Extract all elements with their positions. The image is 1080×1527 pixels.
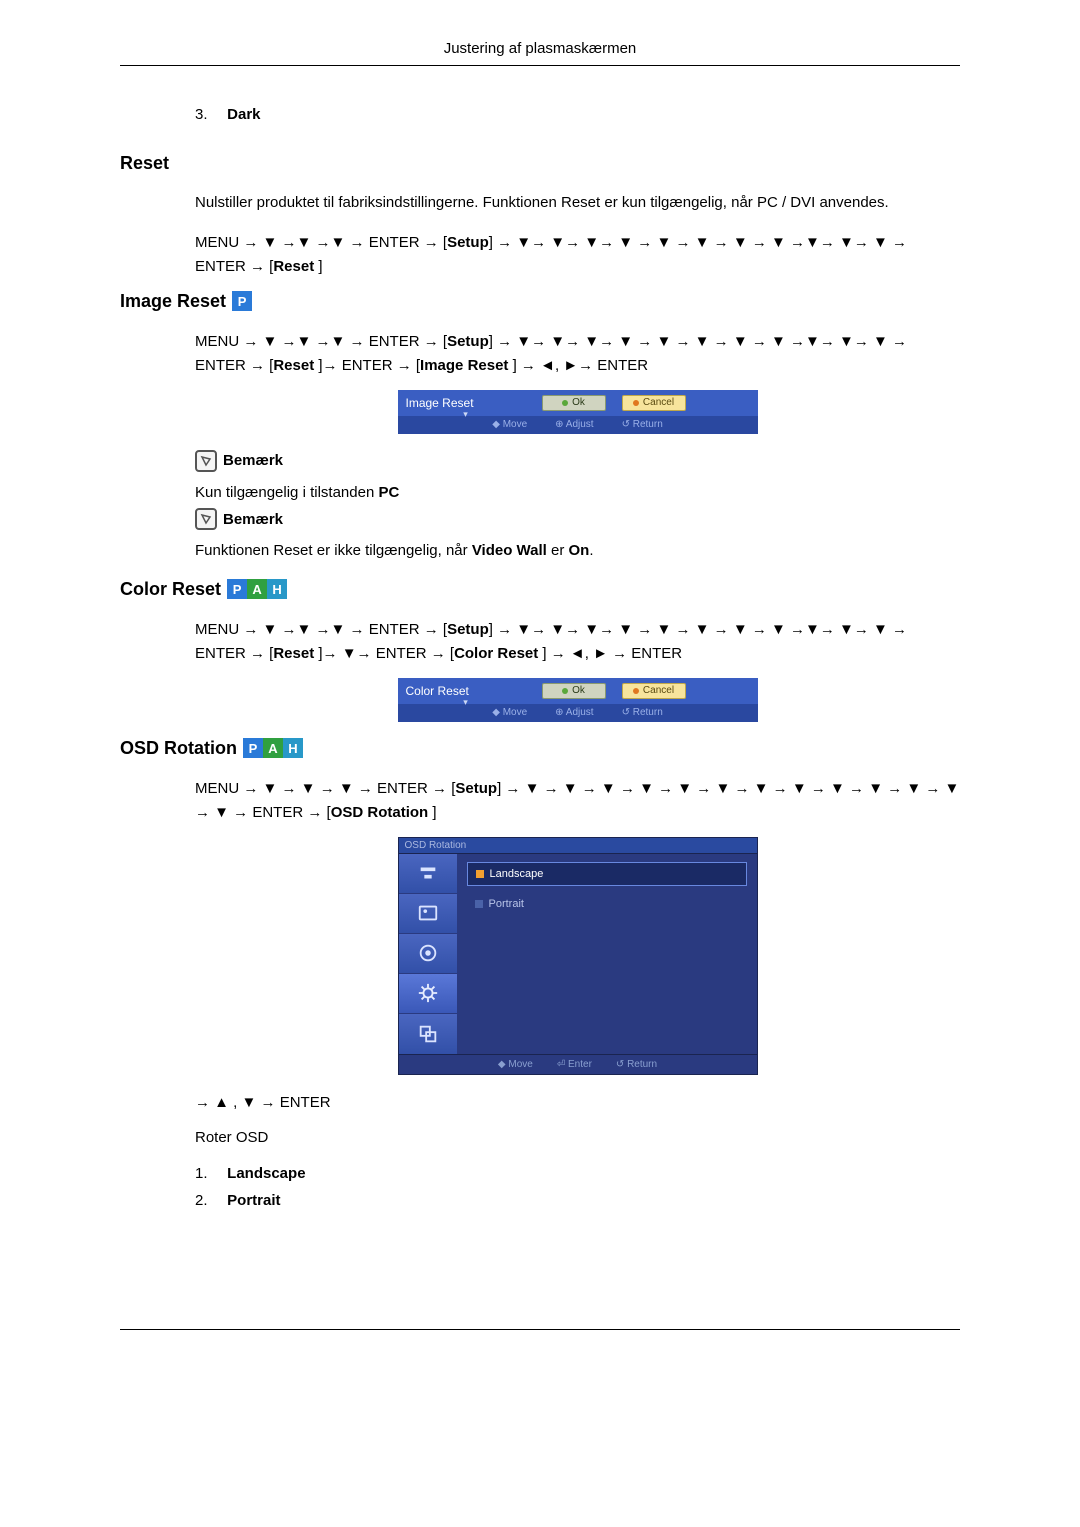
osd-menu-title: OSD Rotation [399, 838, 757, 854]
bullet-icon [476, 870, 484, 878]
osd-rotation-after-path: → ▲ , ▼ → ENTER [120, 1091, 960, 1115]
footer-rule [120, 1329, 960, 1330]
badge-a: A [263, 738, 283, 758]
heading-text: Reset [120, 153, 169, 174]
list-item-landscape: 1. Landscape [120, 1165, 960, 1182]
osd-cancel-label: Cancel [643, 685, 674, 696]
heading-text: Image Reset [120, 291, 226, 312]
note-icon [195, 508, 217, 530]
osd-reset-row: Image Reset Ok Cancel [398, 390, 758, 416]
heading-reset: Reset [120, 153, 960, 174]
page-header: Justering af plasmaskærmen [120, 40, 960, 66]
color-reset-menu-path: MENU → ▼ →▼ →▼ → ENTER → [Setup] → ▼→ ▼→… [120, 618, 960, 666]
note-body: Funktionen Reset er ikke tilgængelig, nå… [120, 540, 960, 563]
osd-reset-row: Color Reset Ok Cancel [398, 678, 758, 704]
osd-reset-box: Color Reset Ok Cancel ◆ Move ⊕ Adjust ↺ … [398, 678, 758, 722]
note-body: Kun tilgængelig i tilstanden PC [120, 482, 960, 505]
badge-row: P A H [243, 738, 303, 758]
badge-h: H [283, 738, 303, 758]
osd-hint: ◆ Move [492, 707, 527, 718]
reset-body: Nulstiller produktet til fabriksindstill… [120, 192, 960, 215]
heading-osd-rotation: OSD Rotation P A H [120, 738, 960, 759]
osd-hint: ⏎ Enter [557, 1059, 592, 1070]
badge-h: H [267, 579, 287, 599]
osd-cancel-label: Cancel [643, 397, 674, 408]
osd-menu-sidebar [399, 854, 457, 1054]
sidebar-icon-picture[interactable] [399, 894, 457, 934]
osd-ok-button[interactable]: Ok [542, 683, 606, 699]
list-item-portrait: 2. Portrait [120, 1192, 960, 1209]
image-reset-menu-path: MENU → ▼ →▼ →▼ → ENTER → [Setup] → ▼→ ▼→… [120, 330, 960, 378]
note-body-bold: PC [378, 484, 399, 501]
osd-cancel-button[interactable]: Cancel [622, 395, 686, 411]
osd-hint: ◆ Move [492, 419, 527, 430]
badge-row: P [232, 291, 252, 311]
dot-icon [562, 400, 568, 406]
osd-color-reset-dialog: Color Reset Ok Cancel ◆ Move ⊕ Adjust ↺ … [120, 678, 960, 722]
dot-icon [633, 400, 639, 406]
note-body-text: Kun tilgængelig i tilstanden [195, 484, 378, 501]
list-number: 1. [195, 1165, 223, 1182]
list-number: 3. [195, 106, 223, 123]
dot-icon [562, 688, 568, 694]
osd-menu-item-label: Portrait [489, 898, 524, 910]
list-number: 2. [195, 1192, 223, 1209]
osd-menu-item-portrait[interactable]: Portrait [467, 892, 747, 916]
osd-image-reset-dialog: Image Reset Ok Cancel ◆ Move ⊕ Adjust ↺ … [120, 390, 960, 434]
list-label: Landscape [227, 1165, 305, 1182]
osd-reset-title: Image Reset [406, 396, 526, 410]
osd-menu-item-label: Landscape [490, 868, 544, 880]
osd-menu-box: OSD Rotation Landscape Portr [398, 837, 758, 1075]
osd-ok-label: Ok [572, 397, 585, 408]
osd-menu-item-landscape[interactable]: Landscape [467, 862, 747, 886]
badge-p: P [232, 291, 252, 311]
sidebar-icon-setup[interactable] [399, 974, 457, 1014]
osd-hint: ↺ Return [622, 707, 663, 718]
note-label: Bemærk [223, 511, 283, 528]
osd-menu-hints: ◆ Move ⏎ Enter ↺ Return [399, 1054, 757, 1074]
reset-menu-path: MENU → ▼ →▼ →▼ → ENTER → [Setup] → ▼→ ▼→… [120, 231, 960, 279]
osd-rotation-menu: OSD Rotation Landscape Portr [120, 837, 960, 1075]
badge-row: P A H [227, 579, 287, 599]
heading-text: OSD Rotation [120, 738, 237, 759]
osd-hint: ↺ Return [622, 419, 663, 430]
sidebar-icon-input[interactable] [399, 854, 457, 894]
osd-reset-box: Image Reset Ok Cancel ◆ Move ⊕ Adjust ↺ … [398, 390, 758, 434]
osd-ok-label: Ok [572, 685, 585, 696]
osd-menu-main: Landscape Portrait [457, 854, 757, 1054]
osd-menu-body: Landscape Portrait [399, 854, 757, 1054]
sidebar-icon-sound[interactable] [399, 934, 457, 974]
badge-p: P [227, 579, 247, 599]
content: 3. Dark Reset Nulstiller produktet til f… [120, 106, 960, 1209]
osd-rotation-body: Roter OSD [120, 1127, 960, 1150]
heading-text: Color Reset [120, 579, 221, 600]
osd-hint: ⊕ Adjust [555, 707, 593, 718]
page-title: Justering af plasmaskærmen [444, 40, 637, 57]
list-label: Dark [227, 106, 260, 123]
osd-hint: ⊕ Adjust [555, 419, 593, 430]
note-row: Bemærk [120, 508, 960, 530]
osd-hint: ◆ Move [498, 1059, 533, 1070]
osd-reset-hints: ◆ Move ⊕ Adjust ↺ Return [398, 704, 758, 722]
list-label: Portrait [227, 1192, 280, 1209]
bullet-icon [475, 900, 483, 908]
osd-reset-title: Color Reset [406, 684, 526, 698]
osd-hint: ↺ Return [616, 1059, 657, 1070]
note-icon [195, 450, 217, 472]
badge-p: P [243, 738, 263, 758]
note-row: Bemærk [120, 450, 960, 472]
heading-image-reset: Image Reset P [120, 291, 960, 312]
badge-a: A [247, 579, 267, 599]
heading-color-reset: Color Reset P A H [120, 579, 960, 600]
list-item-dark: 3. Dark [120, 106, 960, 123]
osd-ok-button[interactable]: Ok [542, 395, 606, 411]
note-label: Bemærk [223, 452, 283, 469]
sidebar-icon-multi[interactable] [399, 1014, 457, 1054]
dot-icon [633, 688, 639, 694]
osd-reset-hints: ◆ Move ⊕ Adjust ↺ Return [398, 416, 758, 434]
osd-rotation-menu-path: MENU → ▼ → ▼ → ▼ → ENTER → [Setup] → ▼ →… [120, 777, 960, 825]
osd-cancel-button[interactable]: Cancel [622, 683, 686, 699]
